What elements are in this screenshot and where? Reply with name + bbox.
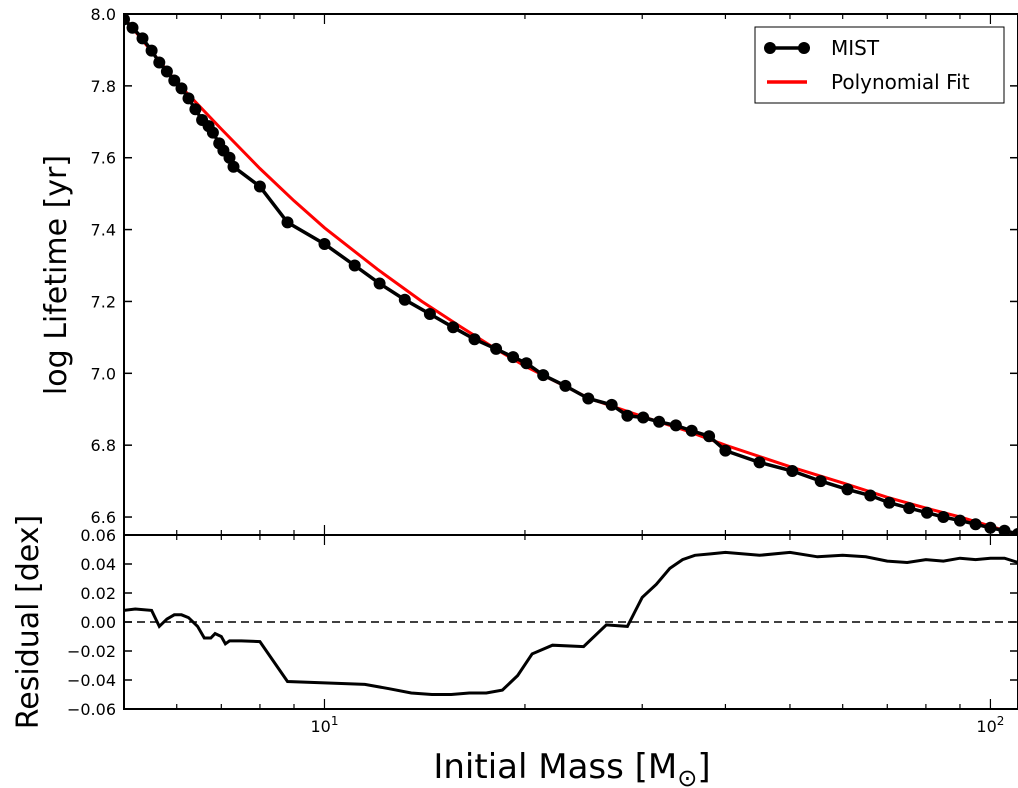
mist-point xyxy=(223,151,236,164)
lifetime-y-tick-label: 8.0 xyxy=(91,5,116,24)
mist-point xyxy=(490,342,503,355)
mist-point xyxy=(447,321,460,334)
mist-point xyxy=(637,411,650,424)
residual-y-tick-label: −0.04 xyxy=(67,671,116,690)
x-axis-label: Initial Mass [M⊙] xyxy=(433,747,710,788)
mist-point xyxy=(253,180,266,193)
lifetime-y-tick-label: 7.4 xyxy=(91,221,116,240)
mist-point xyxy=(520,357,533,370)
mist-point xyxy=(136,32,149,45)
lifetime-y-tick-label: 6.6 xyxy=(91,508,116,527)
mist-point xyxy=(423,308,436,320)
mist-point xyxy=(468,333,481,346)
residual-ticks: −0.06 −0.04 −0.02 0.00 0.02 0.04 0.06 101 102 xyxy=(67,526,1018,736)
residual-y-tick-label: 0.02 xyxy=(80,584,116,603)
mist-point xyxy=(653,415,666,428)
mist-point xyxy=(921,506,933,519)
mist-point xyxy=(189,103,202,116)
residual-line xyxy=(124,550,1018,696)
residual-y-tick-label: −0.06 xyxy=(67,700,116,719)
residual-y-axis-label: Residual [dex] xyxy=(11,515,46,729)
x-tick-label: 101 xyxy=(310,714,338,736)
lifetime-y-tick-label: 7.6 xyxy=(91,149,116,168)
mist-point xyxy=(537,369,550,382)
mist-point xyxy=(954,514,966,527)
mist-point xyxy=(621,409,634,422)
mist-point xyxy=(582,392,595,405)
lifetime-y-tick-label: 7.0 xyxy=(91,364,116,383)
x-tick-label: 102 xyxy=(976,714,1004,736)
mist-point xyxy=(281,216,294,229)
mist-point xyxy=(398,293,411,306)
mist-point xyxy=(182,92,195,105)
mist-point xyxy=(669,419,682,432)
lifetime-y-tick-label: 7.2 xyxy=(91,292,116,311)
lifetime-series xyxy=(124,14,1018,535)
mist-point xyxy=(348,259,361,272)
legend-box xyxy=(754,26,1005,104)
legend-fit-label: Polynomial Fit xyxy=(831,70,970,94)
mist-point xyxy=(175,82,188,95)
residual-y-tick-label: −0.02 xyxy=(67,642,116,661)
mist-point xyxy=(864,489,877,502)
mist-point xyxy=(559,379,572,392)
mist-point xyxy=(719,444,732,457)
legend-mist-marker xyxy=(798,42,810,54)
mist-point xyxy=(703,430,716,443)
legend-mist-marker xyxy=(764,42,776,54)
lifetime-y-axis-label: log Lifetime [yr] xyxy=(39,155,74,395)
mist-point xyxy=(969,518,982,531)
mist-point xyxy=(753,456,766,469)
mist-point xyxy=(786,465,799,477)
mist-point xyxy=(1012,527,1018,535)
residual-y-tick-label: 0.00 xyxy=(80,613,116,632)
mist-point xyxy=(685,424,698,437)
residual-y-tick-label: 0.04 xyxy=(80,555,116,574)
mist-point xyxy=(883,496,896,509)
mist-point xyxy=(160,65,173,78)
mist-point xyxy=(126,21,139,34)
lifetime-y-tick-label: 7.8 xyxy=(91,77,116,96)
mist-point xyxy=(507,351,520,364)
mist-point xyxy=(903,502,916,515)
mist-point xyxy=(318,238,331,250)
mist-point xyxy=(124,14,130,26)
mist-point xyxy=(841,483,854,496)
mist-point xyxy=(168,74,181,87)
lifetime-panel: 6.6 6.8 7.0 7.2 7.4 7.6 7.8 8.0 MIST Polynomial… xyxy=(39,5,1018,536)
mist-point xyxy=(373,277,386,290)
residual-plot-frame xyxy=(123,534,1018,710)
legend: MIST Polynomial Fit xyxy=(754,26,1005,104)
residual-panel: −0.06 −0.04 −0.02 0.00 0.02 0.04 0.06 101 102 Re… xyxy=(11,515,1018,736)
lifetime-ticks: 6.6 6.8 7.0 7.2 7.4 7.6 7.8 8.0 xyxy=(91,5,1018,535)
mist-point xyxy=(937,511,950,523)
residual-series xyxy=(124,550,1018,696)
residual-y-tick-label: 0.06 xyxy=(80,526,116,545)
mist-point xyxy=(814,475,827,488)
mist-point xyxy=(984,521,997,534)
mist-point xyxy=(206,126,219,139)
lifetime-y-tick-label: 6.8 xyxy=(91,436,116,455)
legend-mist-label: MIST xyxy=(831,36,880,60)
mist-point xyxy=(605,398,618,411)
mist-point xyxy=(227,160,240,173)
mist-point xyxy=(145,44,158,57)
mist-point xyxy=(153,56,166,69)
mist-point xyxy=(998,524,1011,535)
